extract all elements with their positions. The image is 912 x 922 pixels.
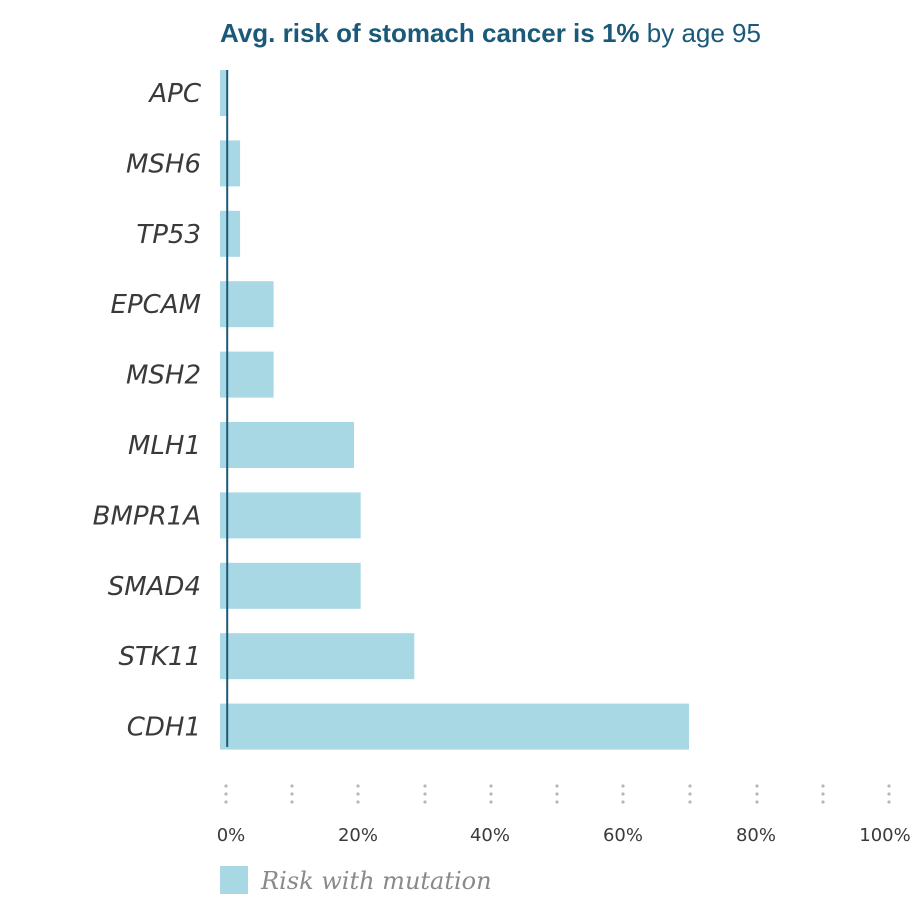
grid-dot-column [489,784,493,804]
x-tick-label: 20% [338,825,378,846]
grid-dot-column [423,784,427,804]
grid-dot-column [290,784,294,804]
grid-dot [423,800,427,804]
grid-dot [224,784,228,788]
grid-dot [224,792,228,796]
bar-cdh1 [220,703,689,750]
grid-dot [821,800,825,804]
grid-dot-column [821,784,825,804]
legend-label: Risk with mutation [260,867,492,895]
grid-dot [489,784,493,788]
x-axis-ticks: 0% 20% 40% 60% 80% 100% [217,825,911,846]
x-tick-label: 0% [217,825,246,846]
gene-labels: APC MSH6 TP53 EPCAM MSH2 MLH1 BMPR1A SMAD4 STK11… [93,79,202,743]
gene-label-stk11: STK11 [118,642,201,672]
grid-dot-column [621,784,625,804]
grid-dot [887,792,891,796]
grid-dot [688,800,692,804]
legend-swatch [220,866,248,894]
x-tick-label: 80% [736,825,776,846]
bar-tp53 [220,210,241,257]
grid-dot [356,792,360,796]
grid-dot [356,784,360,788]
grid-dot [555,784,559,788]
grid-dot [821,792,825,796]
grid-dot [489,800,493,804]
x-tick-label: 100% [859,825,910,846]
grid-dot [688,784,692,788]
grid-dot [555,792,559,796]
grid-dot [356,800,360,804]
gene-label-msh6: MSH6 [126,149,201,179]
gene-label-tp53: TP53 [136,220,201,250]
grid-dot-column [224,784,228,804]
gene-label-bmpr1a: BMPR1A [93,501,201,531]
grid-dot [621,800,625,804]
title-normal-part: by age 95 [640,18,761,48]
chart-title: Avg. risk of stomach cancer is 1% by age… [220,18,761,48]
grid-dot [555,800,559,804]
grid-dot-column [887,784,891,804]
bar-bmpr1a [220,492,361,539]
grid-dot [489,792,493,796]
x-tick-label: 40% [470,825,510,846]
grid-dot [290,784,294,788]
grid-dot [290,800,294,804]
grid-dot [887,784,891,788]
grid-dot [887,800,891,804]
grid-dot [290,792,294,796]
grid-dot [755,784,759,788]
grid-dots [224,784,891,804]
grid-dot [423,792,427,796]
gene-label-msh2: MSH2 [126,361,201,391]
bar-smad4 [220,562,361,609]
bar-apc [220,70,227,116]
bar-msh2 [220,351,274,398]
bars [220,70,689,750]
gene-label-cdh1: CDH1 [127,713,201,743]
grid-dot [821,784,825,788]
grid-dot [423,784,427,788]
gene-label-apc: APC [147,79,201,109]
bar-epcam [220,281,274,328]
x-tick-label: 60% [603,825,643,846]
grid-dot [224,800,228,804]
bar-stk11 [220,633,415,680]
gene-label-mlh1: MLH1 [128,431,201,461]
grid-dot-column [356,784,360,804]
grid-dot [621,784,625,788]
grid-dot-column [688,784,692,804]
grid-dot [755,792,759,796]
gene-label-epcam: EPCAM [111,290,201,320]
grid-dot-column [555,784,559,804]
grid-dot [755,800,759,804]
bar-msh6 [220,140,241,187]
gene-label-smad4: SMAD4 [108,572,201,602]
grid-dot [621,792,625,796]
title-bold-part: Avg. risk of stomach cancer is 1% [220,18,640,48]
bar-mlh1 [220,422,354,468]
grid-dot [688,792,692,796]
grid-dot-column [755,784,759,804]
